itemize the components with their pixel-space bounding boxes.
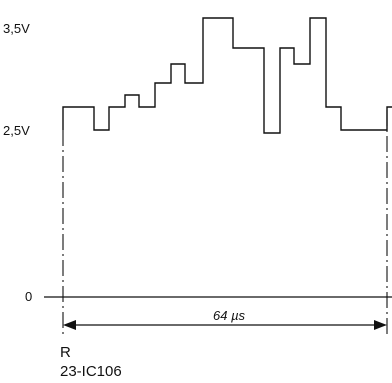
label-3-5v: 3,5V [3,21,30,36]
duration-label: 64 µs [213,308,246,323]
duration-arrow-left-head [63,320,76,330]
label-2-5v: 2,5V [3,123,30,138]
video-waveform-trace [62,17,392,134]
reference-code: 23-IC106 [60,363,122,380]
reference-letter: R [60,344,71,361]
label-zero: 0 [25,289,32,304]
duration-arrow-right-head [374,320,387,330]
